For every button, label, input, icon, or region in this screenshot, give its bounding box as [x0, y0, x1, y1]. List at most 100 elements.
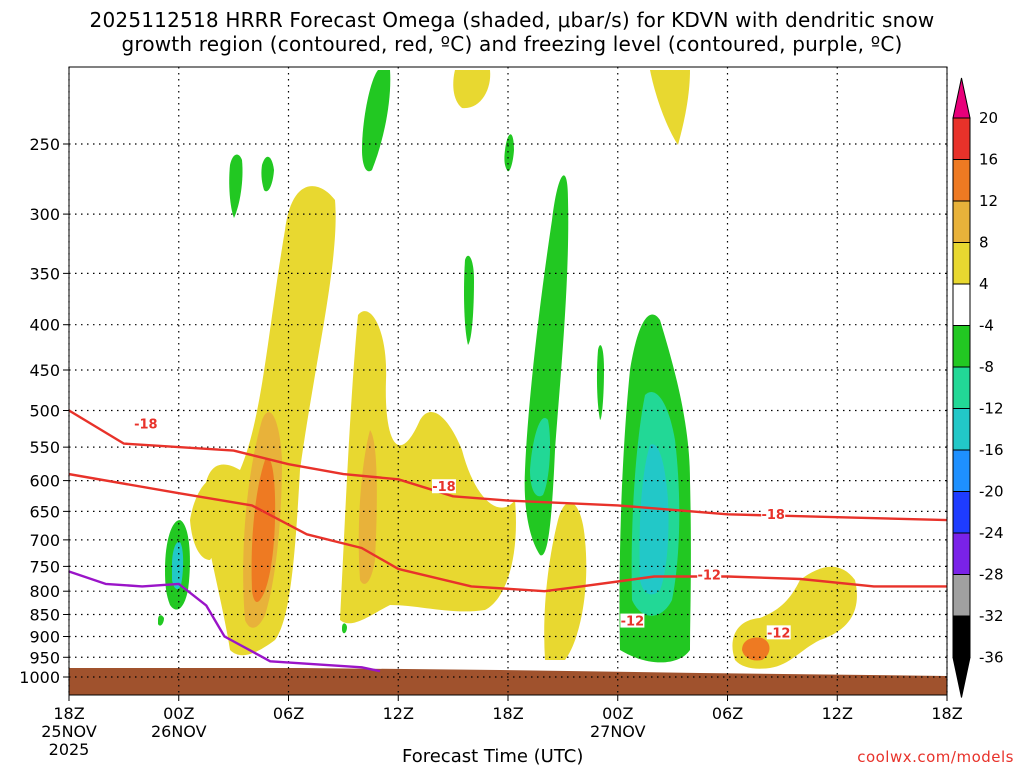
x-tick-label: 18Z: [53, 704, 84, 723]
colorbar-bottom-arrow: [952, 657, 971, 698]
x-tick-label: 06Z: [712, 704, 743, 723]
contour-label: -18: [432, 480, 456, 495]
omega-sink-green: [229, 154, 243, 218]
colorbar-swatch: [952, 532, 971, 575]
omega-sink-green: [596, 345, 604, 420]
colorbar-swatch: [952, 200, 971, 243]
omega-sink-green: [158, 615, 164, 626]
colorbar-label: 16: [979, 151, 998, 169]
y-tick-label: 450: [29, 361, 60, 380]
omega-core-orange: [742, 637, 770, 661]
y-tick-label: 850: [29, 606, 60, 625]
colorbar-swatch: [952, 408, 971, 451]
colorbar-label: -8: [979, 358, 994, 376]
colorbar-swatch: [952, 574, 971, 617]
colorbar-label: -32: [979, 607, 1004, 625]
colorbar-label: 8: [979, 234, 989, 252]
y-tick-label: 400: [29, 316, 60, 335]
contour-label-bg: [766, 625, 791, 640]
x-axis-label: Forecast Time (UTC): [402, 746, 584, 767]
omega-plume-yellow: [544, 502, 587, 660]
contour-label-bg: [697, 567, 722, 582]
contour-line: [69, 570, 381, 673]
contour-label-bg: [620, 613, 645, 628]
colorbar-label: 12: [979, 192, 998, 210]
contour-label: -18: [134, 418, 158, 433]
credit-link[interactable]: coolwx.com/models: [857, 748, 1014, 766]
omega-shading: [158, 70, 857, 669]
terrain-ground: [69, 668, 947, 695]
y-tick-label: 600: [29, 472, 60, 491]
colorbar-label: -24: [979, 524, 1004, 542]
x-tick-date: 25NOV: [41, 722, 97, 741]
x-tick-label: 00Z: [602, 704, 633, 723]
contour-label-bg: [133, 416, 158, 431]
x-tick-label: 18Z: [931, 704, 962, 723]
y-tick-label: 250: [29, 135, 60, 154]
y-tick-label: 500: [29, 402, 60, 421]
colorbar-label: -4: [979, 317, 994, 335]
y-tick-label: 550: [29, 438, 60, 457]
x-tick-label: 12Z: [822, 704, 853, 723]
omega-sink-green: [504, 134, 514, 172]
x-tick-date: 27NOV: [590, 722, 646, 741]
chart-title-line1: 2025112518 HRRR Forecast Omega (shaded, …: [89, 8, 935, 32]
colorbar: 20 16 12 8 4 -4 -8 -12 -16 -20 -24 -28 -32 -36: [952, 77, 1004, 698]
omega-plume-yellow: [340, 311, 516, 624]
omega-sink-green: [362, 70, 391, 172]
colorbar-label: -20: [979, 483, 1004, 501]
colorbar-swatch: [952, 117, 971, 160]
omega-core-orange: [358, 430, 377, 584]
contour-label: -18: [761, 508, 785, 523]
colorbar-top-arrow: [952, 77, 971, 119]
colorbar-label: -12: [979, 400, 1004, 418]
chart-title-line2: growth region (contoured, red, ºC) and f…: [121, 32, 903, 56]
colorbar-label: 20: [979, 109, 998, 127]
colorbar-label: 4: [979, 275, 989, 293]
omega-sink-green: [342, 623, 347, 634]
chart-title: 2025112518 HRRR Forecast Omega (shaded, …: [0, 8, 1024, 56]
contour-line: [69, 472, 947, 593]
x-tick-date: 26NOV: [151, 722, 207, 741]
y-tick-label: 900: [29, 627, 60, 646]
omega-sink-cyan: [530, 418, 551, 497]
colorbar-swatch: [952, 325, 971, 368]
omega-plume-yellow: [190, 477, 228, 560]
colorbar-swatch: [952, 159, 971, 202]
y-tick-label: 650: [29, 502, 60, 521]
y-axis-ticks: 250 300 350 400 450 500 550 600 650 700 750 800 850 9…: [19, 135, 69, 687]
colorbar-label: -36: [979, 649, 1004, 667]
x-tick-label: 18Z: [492, 704, 523, 723]
x-tick-year: 2025: [49, 740, 90, 759]
colorbar-label: -16: [979, 441, 1004, 459]
chart-contours: -18 -18 -18 -12 -12 -12: [69, 409, 947, 673]
omega-sink-cyan: [639, 444, 669, 595]
colorbar-swatch: [952, 366, 971, 409]
omega-plume-yellow: [453, 70, 491, 109]
omega-core-orange: [251, 458, 276, 602]
y-tick-label: 700: [29, 531, 60, 550]
contour-label-bg: [431, 479, 456, 494]
omega-sink-cyan: [172, 541, 184, 590]
y-tick-label: 750: [29, 557, 60, 576]
colorbar-swatch: [952, 449, 971, 492]
omega-plume-yellow: [650, 70, 690, 145]
x-tick-label: 00Z: [163, 704, 194, 723]
colorbar-swatch: [952, 283, 971, 326]
y-tick-label: 1000: [19, 668, 60, 687]
colorbar-swatch: [952, 491, 971, 534]
contour-label: -12: [767, 626, 791, 641]
omega-sink-green: [464, 255, 474, 345]
y-tick-label: 800: [29, 582, 60, 601]
y-tick-label: 950: [29, 648, 60, 667]
contour-label-bg: [761, 507, 786, 522]
omega-sink-green: [261, 156, 274, 192]
contour-label: -12: [621, 615, 645, 630]
contour-line: [69, 409, 947, 522]
omega-sink-green: [524, 175, 569, 556]
colorbar-swatch: [952, 615, 971, 658]
colorbar-label: -28: [979, 566, 1004, 584]
y-tick-label: 300: [29, 205, 60, 224]
